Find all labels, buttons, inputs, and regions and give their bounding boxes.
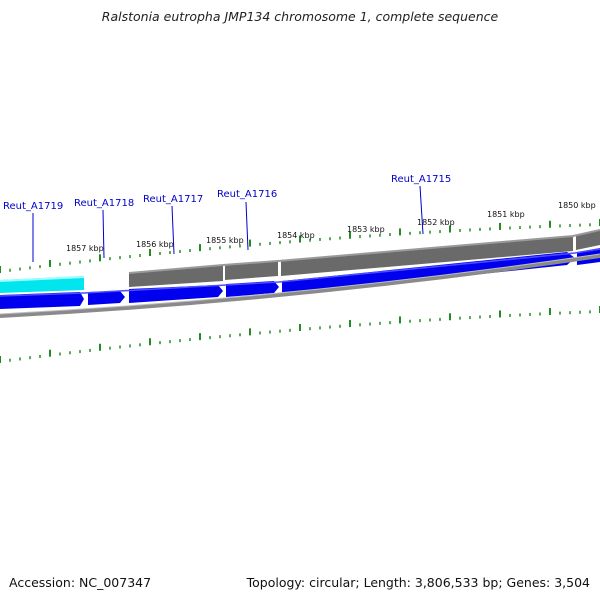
forward-gene-track <box>0 248 600 309</box>
gene-reut-a1715[interactable] <box>282 252 575 295</box>
gene-label-reut-a1718[interactable]: Reut_A1718 <box>74 198 134 209</box>
topology-summary: Topology: circular; Length: 3,806,533 bp… <box>246 575 590 590</box>
gray-feature-1[interactable] <box>129 265 223 287</box>
scale-label-1854: 1854 kbp <box>277 231 315 240</box>
scale-label-1856: 1856 kbp <box>136 240 174 249</box>
gene-label-reut-a1717[interactable]: Reut_A1717 <box>143 194 203 205</box>
scale-label-1855: 1855 kbp <box>206 236 244 245</box>
gene-label-reut-a1716[interactable]: Reut_A1716 <box>217 189 277 200</box>
gene-reut-a1716[interactable] <box>226 281 279 297</box>
gene-label-reut-a1719[interactable]: Reut_A1719 <box>3 201 63 212</box>
gene-reut-a1718[interactable] <box>88 291 125 305</box>
gray-feature-2[interactable] <box>225 261 278 280</box>
scale-label-1851: 1851 kbp <box>487 210 525 219</box>
map-title: Ralstonia eutropha JMP134 chromosome 1, … <box>101 9 499 24</box>
gray-feature-track <box>128 229 600 287</box>
label-leaders <box>32 185 424 262</box>
gene-arrow-1[interactable] <box>0 292 84 309</box>
scale-label-1850: 1850 kbp <box>558 201 596 210</box>
gray-feature-3[interactable] <box>281 236 573 276</box>
scale-label-1853: 1853 kbp <box>347 225 385 234</box>
gene-label-reut-a1715[interactable]: Reut_A1715 <box>391 174 451 185</box>
scale-label-1852: 1852 kbp <box>417 218 455 227</box>
backbone-line <box>0 254 600 318</box>
accession-label: Accession: NC_007347 <box>9 575 152 590</box>
scale-ticks-lower <box>0 306 600 363</box>
scale-label-1857: 1857 kbp <box>66 244 104 253</box>
scale-ticks-upper <box>0 219 600 273</box>
